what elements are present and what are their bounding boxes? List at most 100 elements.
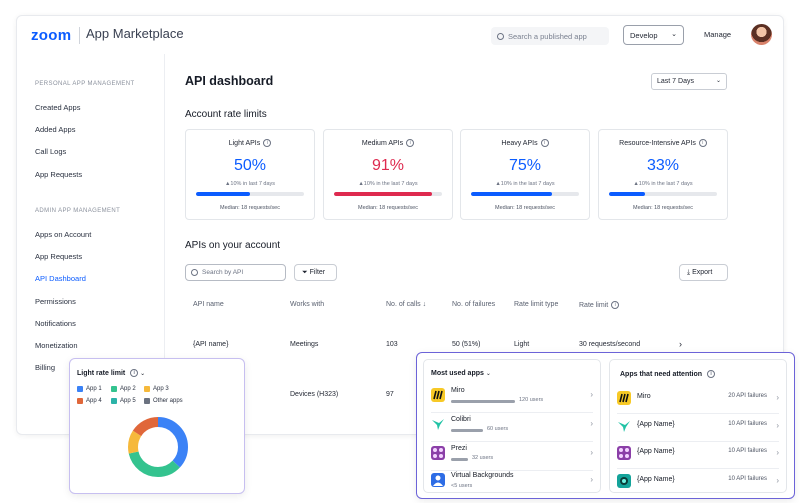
info-icon[interactable]: i — [698, 139, 707, 147]
sidebar-item-billing[interactable]: Billing — [35, 363, 56, 372]
column-header-works-with[interactable]: Works with — [290, 301, 325, 308]
sidebar-item-added-apps[interactable]: Added Apps — [35, 125, 76, 134]
chevron-right-icon[interactable]: › — [776, 476, 779, 485]
export-button[interactable]: ⤓ Export — [679, 264, 728, 281]
api-search-input[interactable]: Search by API — [185, 264, 286, 281]
rate-limits-heading: Account rate limits — [185, 109, 267, 120]
chevron-right-icon[interactable]: › — [590, 448, 593, 457]
rate-card-label: Heavy APIs — [501, 139, 538, 147]
donut-chart — [128, 417, 188, 477]
sidebar-item-permissions[interactable]: Permissions — [35, 297, 76, 306]
cell-calls: 97 — [386, 391, 394, 398]
info-icon[interactable]: i — [611, 301, 620, 309]
most-used-row-miro[interactable]: Miro 120 users › — [431, 386, 593, 409]
marketplace-search-input[interactable]: Search a published app — [491, 27, 609, 45]
rate-card-bar-fill — [196, 192, 250, 196]
info-icon[interactable]: i — [707, 370, 716, 378]
chevron-down-icon[interactable]: ⌄ — [140, 370, 146, 377]
rate-card-resource-intensive[interactable]: Resource-Intensive APIs i 33% ▲10% in the… — [598, 129, 728, 220]
most-used-row-virtual-backgrounds[interactable]: Virtual Backgrounds <5 users › — [431, 471, 593, 494]
avatar[interactable] — [751, 24, 772, 45]
legend-label: App 4 — [86, 398, 102, 404]
top-bar: zoom App Marketplace Search a published … — [17, 16, 783, 54]
sidebar-item-call-logs[interactable]: Call Logs — [35, 147, 67, 156]
cell-works-with: Devices (H323) — [290, 391, 339, 398]
row-chevron-right-icon[interactable]: › — [679, 339, 682, 349]
cell-works-with: Meetings — [290, 341, 319, 348]
app-name: Colibri — [451, 416, 471, 423]
rate-card-trend: ▲10% in the last 7 days — [633, 181, 693, 187]
rate-card-percent: 33% — [646, 157, 680, 174]
sort-arrow-icon[interactable]: ↓ — [422, 301, 427, 308]
rate-card-light[interactable]: Light APIs i 50% ▲10% in last 7 days Medi… — [185, 129, 315, 220]
chevron-down-icon: ⌄ — [671, 31, 677, 38]
sidebar-item-app-requests[interactable]: App Requests — [35, 170, 83, 179]
app-name: Miro — [637, 393, 651, 400]
legend-label: App 5 — [120, 398, 136, 404]
donut-segment-app-3 — [128, 417, 188, 477]
rate-card-trend: ▲10% in the last 7 days — [495, 181, 555, 187]
chevron-down-icon[interactable]: ⌄ — [485, 371, 491, 377]
sidebar-item-api-dashboard[interactable]: API Dashboard — [35, 274, 86, 283]
chevron-right-icon[interactable]: › — [776, 421, 779, 430]
rate-card-bar-fill — [471, 192, 552, 196]
column-header-api-name[interactable]: API name — [193, 301, 224, 308]
sidebar-item-notifications[interactable]: Notifications — [35, 319, 76, 328]
legend-label: Other apps — [153, 398, 183, 404]
attention-title: Apps that need attention i — [620, 370, 716, 378]
light-rate-title-label: Light rate limit — [77, 369, 126, 377]
info-icon[interactable]: i — [263, 139, 272, 147]
cell-api-name[interactable]: {API name} — [193, 341, 229, 348]
cell-calls: 103 — [386, 341, 398, 348]
filter-button[interactable]: ⏷ Filter — [294, 264, 337, 281]
manage-link[interactable]: Manage — [704, 30, 732, 39]
most-used-apps-card: Most used apps ⌄ Miro 120 users › Colibr… — [423, 359, 601, 493]
develop-dropdown[interactable]: Develop ⌄ — [623, 25, 684, 45]
row-divider — [431, 412, 593, 413]
chevron-right-icon[interactable]: › — [776, 448, 779, 457]
date-range-select[interactable]: Last 7 Days ⌄ — [651, 73, 727, 90]
most-used-row-prezi[interactable]: Prezi 32 users › — [431, 444, 593, 467]
rate-card-medium[interactable]: Medium APIs i 91% ▲10% in the last 7 days… — [323, 129, 453, 220]
attention-row[interactable]: Miro 20 API failures › — [617, 389, 779, 412]
cell-rate-limit: 30 requests/second — [579, 341, 641, 348]
zoom-logo[interactable]: zoom — [31, 27, 72, 44]
info-icon[interactable]: i — [130, 369, 139, 377]
rate-card-heavy[interactable]: Heavy APIs i 75% ▲10% in the last 7 days … — [460, 129, 590, 220]
most-used-row-colibri[interactable]: Colibri 60 users › — [431, 415, 593, 438]
legend-item: App 3 — [144, 386, 169, 392]
usage-count: <5 users — [451, 483, 473, 489]
legend-label: App 3 — [153, 386, 169, 392]
column-header-rate-limit-type[interactable]: Rate limit type — [514, 301, 559, 308]
chevron-right-icon[interactable]: › — [590, 475, 593, 484]
rate-card-bar — [334, 192, 442, 196]
download-icon: ⤓ — [687, 269, 691, 276]
chevron-right-icon[interactable]: › — [590, 419, 593, 428]
column-header-calls-label: No. of calls — [386, 301, 421, 308]
chevron-right-icon[interactable]: › — [590, 390, 593, 399]
legend-item: App 5 — [111, 398, 136, 404]
search-icon — [497, 32, 504, 40]
light-rate-limit-card: Light rate limit i ⌄ App 1 App 2 App 3 A… — [69, 358, 245, 494]
info-icon[interactable]: i — [540, 139, 549, 147]
rate-card-title: Light APIs i — [186, 139, 314, 147]
column-header-failures[interactable]: No. of failures — [452, 301, 496, 308]
attention-row[interactable]: {App Name} 10 API failures › — [617, 472, 779, 495]
attention-row[interactable]: {App Name} 10 API failures › — [617, 417, 779, 440]
rate-card-title: Heavy APIs i — [461, 139, 589, 147]
sidebar-item-admin-app-requests[interactable]: App Requests — [35, 252, 83, 261]
chevron-right-icon[interactable]: › — [776, 393, 779, 402]
prezi-icon — [617, 446, 631, 460]
export-label: Export — [692, 269, 713, 276]
attention-row[interactable]: {App Name} 10 API failures › — [617, 444, 779, 467]
info-icon[interactable]: i — [406, 139, 415, 147]
sidebar-item-monetization[interactable]: Monetization — [35, 341, 78, 350]
sidebar-item-apps-on-account[interactable]: Apps on Account — [35, 230, 92, 239]
column-header-rate-limit[interactable]: Rate limit i — [579, 301, 620, 309]
usage-bar-fill — [451, 429, 483, 432]
develop-label: Develop — [630, 31, 658, 40]
sidebar-item-created-apps[interactable]: Created Apps — [35, 103, 81, 112]
rate-card-percent: 91% — [371, 157, 405, 174]
column-header-calls[interactable]: No. of calls ↓ — [386, 301, 426, 308]
marketplace-title[interactable]: App Marketplace — [86, 26, 184, 41]
